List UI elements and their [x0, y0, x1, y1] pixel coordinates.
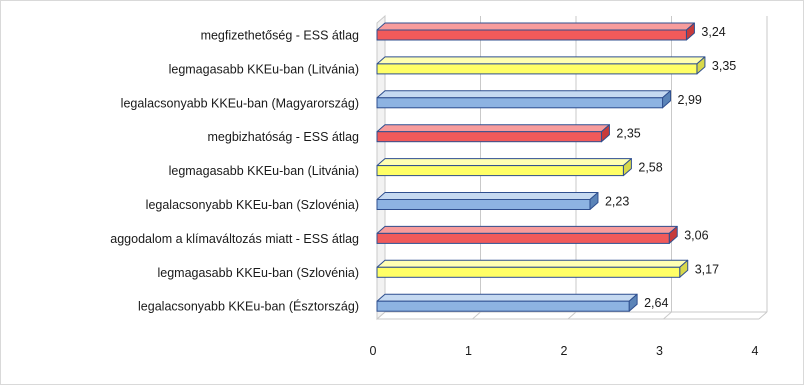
bar — [376, 90, 672, 109]
bar-top-face — [376, 225, 678, 234]
bar-top-face — [376, 90, 672, 99]
bar-top-face — [376, 22, 695, 31]
x-tick-label: 3 — [656, 344, 663, 358]
category-label: megbizhatóság - ESS átlag — [208, 130, 360, 144]
floor-gridline — [663, 311, 672, 320]
bar-front-face — [376, 63, 698, 75]
bars — [376, 22, 706, 312]
bar — [376, 56, 706, 75]
category-label: legmagasabb KKEu-ban (Litvánia) — [169, 62, 359, 76]
bar-front-face — [376, 266, 681, 278]
value-label: 3,17 — [695, 262, 719, 276]
value-label: 3,06 — [684, 228, 708, 242]
value-label: 2,35 — [616, 127, 640, 141]
bar-top-face — [376, 124, 610, 133]
x-tick-label: 0 — [370, 344, 377, 358]
bar — [376, 259, 689, 278]
value-label: 2,64 — [644, 296, 668, 310]
category-label: legalacsonyabb KKEu-ban (Észtország) — [138, 299, 359, 314]
bar — [376, 158, 632, 177]
bar — [376, 293, 638, 312]
bar-top-face — [376, 259, 689, 268]
labels: megfizethetőség - ESS átlag 3,24 legmagasa… — [110, 25, 758, 358]
bar-front-face — [376, 131, 602, 143]
x-tick-label: 1 — [465, 344, 472, 358]
bar-top-face — [376, 293, 638, 302]
category-label: legalacsonyabb KKEu-ban (Magyarország) — [121, 96, 359, 110]
bar-front-face — [376, 165, 624, 177]
bar-top-face — [376, 192, 599, 200]
value-label: 2,23 — [605, 195, 629, 209]
x-tick-label: 2 — [561, 344, 568, 358]
value-label: 3,35 — [712, 59, 736, 73]
bar-top-face — [376, 56, 706, 65]
category-label: legmagasabb KKEu-ban (Litvánia) — [169, 164, 359, 178]
floor-gridline — [472, 311, 481, 320]
bar-front-face — [376, 97, 664, 109]
bar-front-face — [376, 29, 687, 41]
bar — [376, 192, 599, 210]
floor-gridline — [758, 311, 768, 320]
value-label: 2,58 — [638, 161, 662, 175]
bar — [376, 225, 678, 244]
value-label: 3,24 — [701, 25, 725, 39]
bar-top-face — [376, 158, 632, 167]
floor-gridline — [567, 311, 577, 320]
bar-front-face — [376, 232, 670, 244]
x-tick-label: 4 — [752, 344, 759, 358]
bar — [376, 124, 610, 143]
bar — [376, 22, 695, 41]
category-label: aggodalom a klímaváltozás miatt - ESS át… — [110, 232, 359, 246]
bar-front-face — [376, 199, 591, 210]
category-label: megfizethetőség - ESS átlag — [201, 29, 359, 43]
category-label: legalacsonyabb KKEu-ban (Szlovénia) — [146, 198, 359, 212]
bar-front-face — [376, 300, 630, 312]
value-label: 2,99 — [678, 93, 702, 107]
category-label: legmagasabb KKEu-ban (Szlovénia) — [157, 266, 359, 280]
